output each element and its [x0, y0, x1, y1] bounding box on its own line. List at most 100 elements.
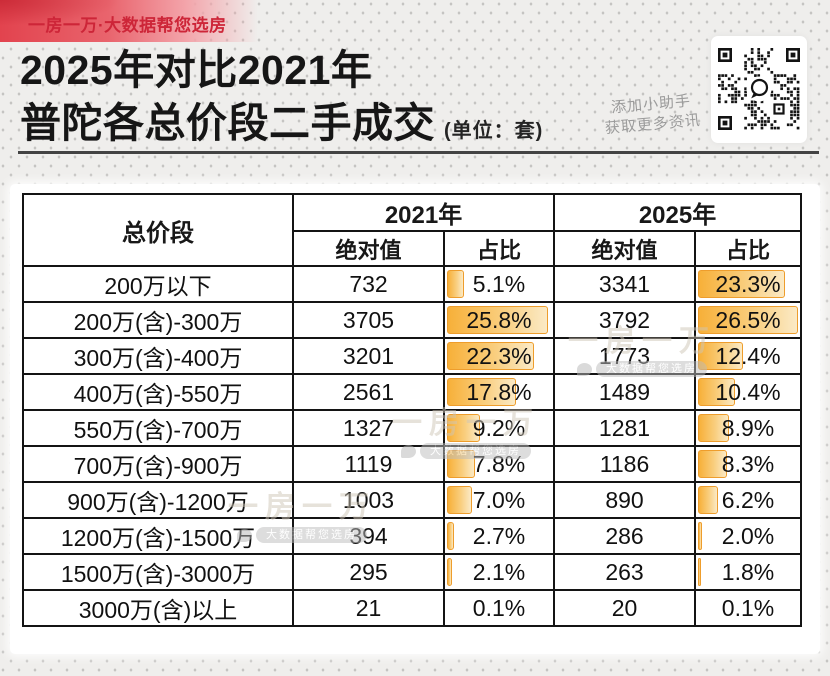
abs-2021-cell: 732 — [292, 265, 445, 303]
pct-value: 22.3% — [466, 342, 532, 369]
pct-2025-cell: 10.4% — [694, 373, 803, 411]
col-group-2025: 2025年 — [553, 193, 803, 232]
table-row: 1200万(含)-1500万 394 2.7% 286 2.0% — [22, 517, 803, 555]
price-range-cell: 200万以下 — [22, 265, 294, 303]
abs-2021-cell: 3201 — [292, 337, 445, 375]
table-row: 300万(含)-400万 3201 22.3% 1773 12.4% — [22, 337, 803, 375]
price-range-cell: 1500万(含)-3000万 — [22, 553, 294, 591]
pct-value: 6.2% — [721, 486, 775, 513]
data-card: 总价段 2021年 2025年 绝对值 占比 绝对值 占比 200万以下 732 5… — [10, 184, 820, 654]
pct-2025-cell: 12.4% — [694, 337, 803, 375]
abs-2021-cell: 394 — [292, 517, 445, 555]
table-row: 550万(含)-700万 1327 9.2% 1281 8.9% — [22, 409, 803, 447]
pct-value: 26.5% — [715, 306, 781, 333]
pct-data-bar — [698, 450, 727, 478]
header-group-row: 总价段 2021年 2025年 — [22, 193, 803, 267]
title-line-2: 普陀各总价段二手成交 (单位：套) — [20, 97, 543, 158]
comparison-table: 总价段 2021年 2025年 绝对值 占比 绝对值 占比 200万以下 732 5… — [22, 193, 803, 627]
pct-value: 2.7% — [472, 522, 526, 549]
abs-2021-cell: 295 — [292, 553, 445, 591]
qr-noise-modules — [718, 48, 800, 130]
pct-data-bar — [447, 378, 516, 406]
pct-2021-cell: 17.8% — [442, 373, 556, 411]
col-group-2021: 2021年 — [291, 193, 556, 232]
table-row: 900万(含)-1200万 1003 7.0% 890 6.2% — [22, 481, 803, 519]
pct-data-bar — [447, 414, 481, 442]
abs-2025-cell: 1186 — [553, 445, 697, 483]
pct-2021-cell: 7.8% — [442, 445, 556, 483]
qr-finder-patterns — [718, 48, 800, 130]
pct-value: 1.8% — [721, 558, 775, 585]
pct-value: 2.0% — [721, 522, 775, 549]
pct-data-bar — [698, 378, 735, 406]
pct-data-bar — [447, 450, 475, 478]
pct-data-bar — [698, 486, 719, 514]
pct-2021-cell: 2.7% — [442, 517, 556, 555]
pct-value: 10.4% — [715, 378, 781, 405]
table-row: 1500万(含)-3000万 295 2.1% 263 1.8% — [22, 553, 803, 591]
assistant-note: 添加小助手 获取更多资讯 — [592, 90, 711, 140]
pct-data-bar — [698, 414, 729, 442]
pct-data-bar — [447, 522, 455, 550]
abs-2025-cell: 1773 — [553, 337, 697, 375]
table-row: 200万(含)-300万 3705 25.8% 3792 26.5% — [22, 301, 803, 339]
page-title: 2025年对比2021年 普陀各总价段二手成交 (单位：套) — [20, 44, 543, 158]
brand-slogan: 一房一万·大数据帮您选房 — [28, 16, 227, 35]
table-header: 总价段 2021年 2025年 绝对值 占比 绝对值 占比 — [22, 193, 803, 267]
pct-2021-cell: 9.2% — [442, 409, 556, 447]
price-range-cell: 3000万(含)以上 — [22, 589, 294, 627]
price-range-cell: 550万(含)-700万 — [22, 409, 294, 447]
qr-code-icon — [718, 48, 800, 130]
unit-note: (单位：套) — [444, 120, 544, 142]
pct-data-bar — [698, 522, 702, 550]
header-sub-row: 绝对值 占比 绝对值 占比 — [23, 230, 803, 267]
pct-value: 12.4% — [715, 342, 781, 369]
pct-data-bar — [698, 306, 799, 334]
price-range-cell: 1200万(含)-1500万 — [22, 517, 294, 555]
pct-data-bar — [447, 306, 549, 334]
price-range-cell: 200万(含)-300万 — [22, 301, 294, 339]
pct-2021-cell: 25.8% — [442, 301, 556, 339]
pct-data-bar — [447, 486, 472, 514]
abs-2025-cell: 1281 — [553, 409, 697, 447]
abs-2021-cell: 1327 — [292, 409, 445, 447]
pct-data-bar — [447, 342, 534, 370]
col-header-price-range: 总价段 — [22, 193, 294, 267]
title-underline — [18, 151, 819, 154]
table-body: 200万以下 732 5.1% 3341 23.3% 200万(含)-300万 3705 25… — [22, 265, 803, 627]
price-range-cell: 300万(含)-400万 — [22, 337, 294, 375]
col-header-abs-2025: 绝对值 — [553, 230, 697, 267]
pct-2021-cell: 5.1% — [442, 265, 556, 303]
pct-2025-cell: 6.2% — [694, 481, 803, 519]
pct-data-bar — [447, 558, 452, 586]
abs-2021-cell: 21 — [292, 589, 445, 627]
pct-2021-cell: 0.1% — [442, 589, 556, 627]
abs-2021-cell: 3705 — [292, 301, 445, 339]
table-row: 200万以下 732 5.1% 3341 23.3% — [22, 265, 803, 303]
abs-2025-cell: 20 — [553, 589, 697, 627]
abs-2025-cell: 3341 — [553, 265, 697, 303]
table-row: 3000万(含)以上 21 0.1% 20 0.1% — [22, 589, 803, 627]
abs-2021-cell: 1003 — [292, 481, 445, 519]
pct-value: 8.9% — [721, 414, 775, 441]
pct-2025-cell: 26.5% — [694, 301, 803, 339]
pct-2025-cell: 0.1% — [694, 589, 803, 627]
pct-value: 7.0% — [472, 486, 526, 513]
pct-value: 2.1% — [472, 558, 526, 585]
abs-2021-cell: 2561 — [292, 373, 445, 411]
pct-value: 9.2% — [472, 414, 526, 441]
pct-value: 0.1% — [721, 594, 775, 621]
table-row: 700万(含)-900万 1119 7.8% 1186 8.3% — [22, 445, 803, 483]
qr-card — [711, 36, 807, 143]
table-row: 400万(含)-550万 2561 17.8% 1489 10.4% — [22, 373, 803, 411]
pct-value: 0.1% — [472, 594, 526, 621]
pct-value: 7.8% — [472, 450, 526, 477]
pct-value: 8.3% — [721, 450, 775, 477]
pct-value: 25.8% — [466, 306, 532, 333]
col-header-abs-2021: 绝对值 — [292, 230, 445, 267]
pct-data-bar — [447, 270, 464, 298]
pct-value: 5.1% — [472, 270, 526, 297]
col-header-pct-2025: 占比 — [694, 230, 803, 267]
abs-2021-cell: 1119 — [292, 445, 445, 483]
